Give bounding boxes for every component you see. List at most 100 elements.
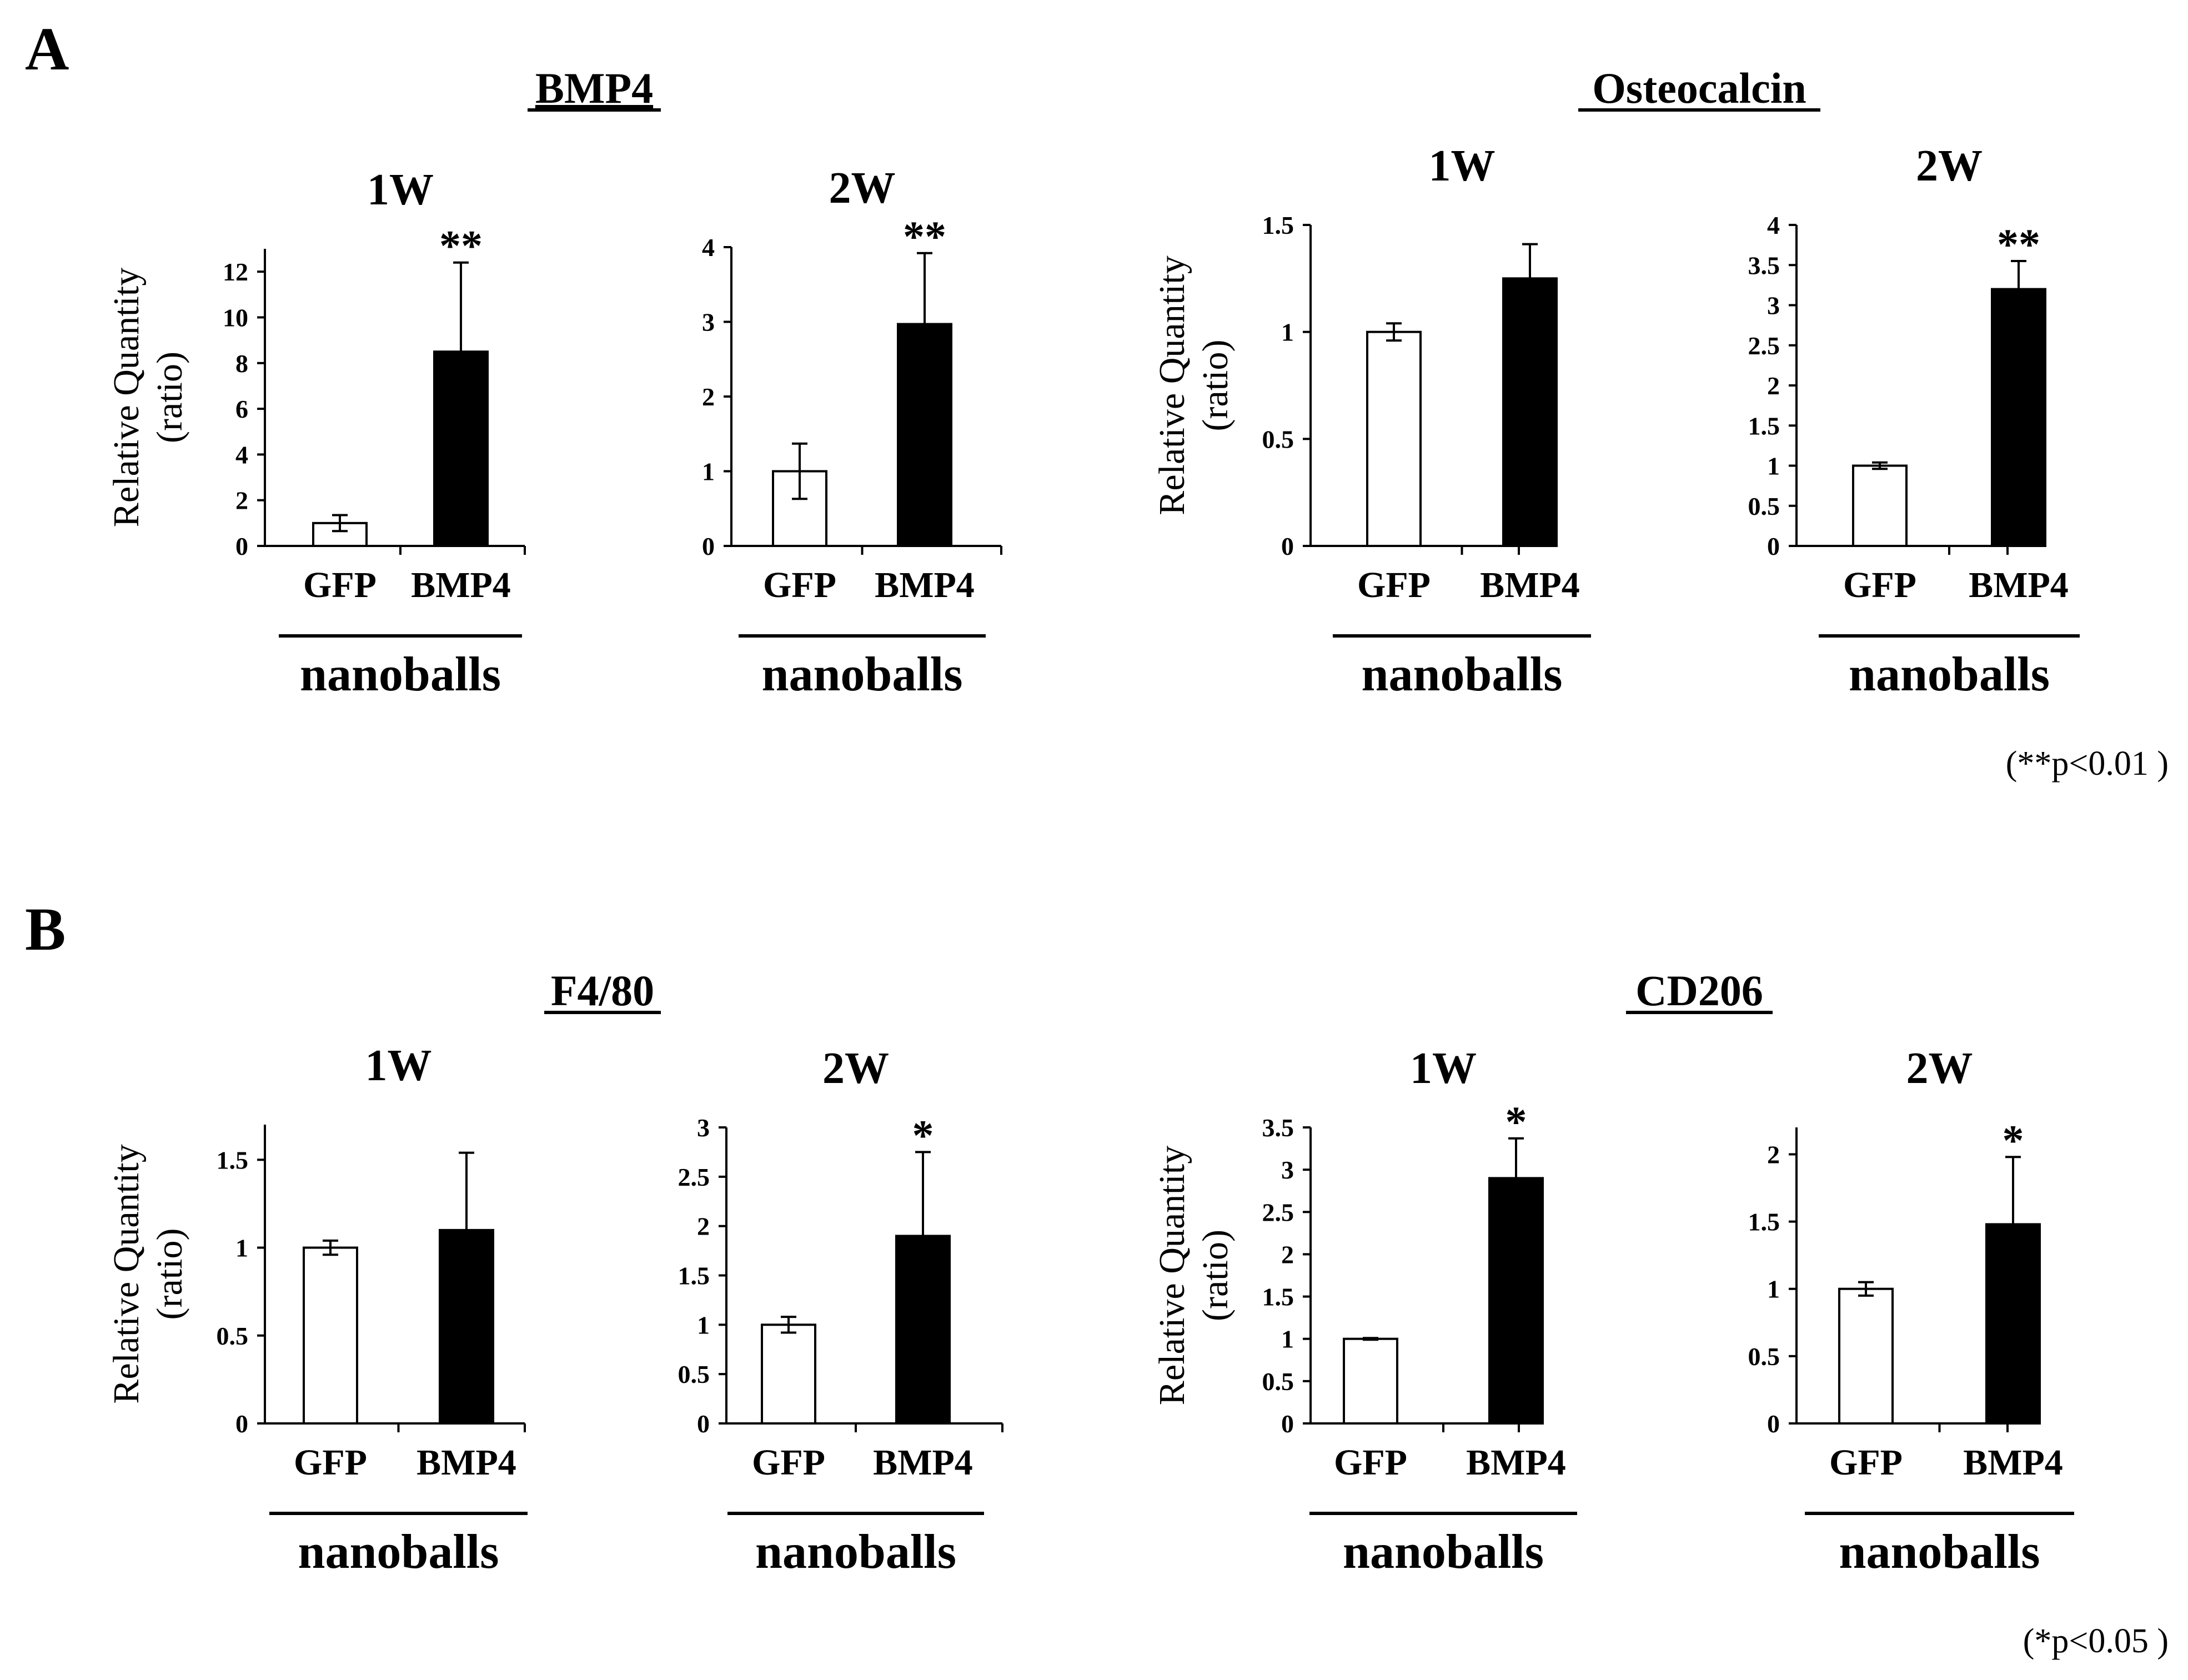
group-label: nanoballs	[1343, 1525, 1544, 1579]
chart-title: 2W	[822, 1044, 889, 1093]
x-tick-label: GFP	[1843, 565, 1916, 605]
y-tick-label: 0.5	[1262, 1367, 1294, 1396]
y-tick-label: 0.5	[1262, 425, 1294, 453]
y-tick-label: 0.5	[217, 1322, 249, 1350]
x-tick-label: BMP4	[1480, 565, 1580, 605]
significance-footnote-b: (*p<0.05 )	[2023, 1622, 2169, 1660]
y-tick-label: 1	[702, 458, 715, 486]
y-tick-label: 0	[235, 532, 248, 560]
bar-bmp4	[1985, 1223, 2041, 1425]
y-tick-label: 1	[1767, 452, 1780, 480]
y-tick-label: 0	[697, 1410, 710, 1438]
y-tick-label: 0	[1767, 532, 1780, 560]
bar-bmp4	[439, 1228, 494, 1425]
significance-marker: **	[1997, 220, 2040, 268]
y-tick-label: 1.5	[1262, 1283, 1294, 1311]
y-tick-label: 3.5	[1748, 251, 1780, 279]
y-tick-label: 3	[1767, 292, 1780, 320]
y-tick-label: 1	[235, 1234, 248, 1262]
gene-title-bmp4: BMP4	[535, 64, 653, 112]
y-axis-label: Relative Quantity	[106, 1144, 147, 1403]
y-tick-label: 4	[1767, 211, 1780, 239]
x-tick-label: GFP	[752, 1442, 825, 1483]
y-tick-label: 1	[1281, 1325, 1294, 1353]
y-tick-label: 0.5	[1748, 492, 1780, 520]
x-tick-label: GFP	[303, 565, 377, 605]
y-tick-label: 2	[702, 383, 715, 411]
x-tick-label: BMP4	[411, 565, 511, 605]
y-tick-label: 2	[235, 487, 248, 515]
y-tick-label: 8	[235, 349, 248, 378]
y-tick-label: 0	[1281, 1410, 1294, 1438]
y-tick-label: 1.5	[217, 1146, 249, 1174]
y-axis-label: (ratio)	[149, 352, 190, 443]
group-label: nanoballs	[1839, 1525, 2040, 1579]
y-tick-label: 1	[1767, 1275, 1780, 1303]
significance-marker: *	[1505, 1097, 1527, 1146]
y-tick-label: 1	[697, 1311, 710, 1339]
chart-title: 2W	[829, 164, 896, 213]
bar-gfp	[1852, 464, 1908, 547]
bar-gfp	[303, 1246, 358, 1425]
significance-marker: **	[903, 212, 946, 260]
x-tick-label: BMP4	[1963, 1442, 2063, 1483]
y-tick-label: 10	[223, 303, 248, 332]
significance-marker: *	[912, 1111, 934, 1159]
bar-bmp4	[1502, 277, 1558, 547]
bar-gfp	[1343, 1337, 1398, 1425]
y-tick-label: 3.5	[1262, 1114, 1294, 1142]
y-axis-label: Relative Quantity	[1152, 1146, 1192, 1405]
group-label: nanoballs	[1849, 648, 2050, 701]
y-tick-label: 12	[223, 258, 248, 286]
significance-marker: **	[439, 222, 483, 270]
y-axis-label: (ratio)	[149, 1228, 190, 1320]
chart-title: 2W	[1916, 142, 1983, 190]
y-tick-label: 3	[702, 308, 715, 337]
chart-title: 1W	[1429, 142, 1496, 190]
y-tick-label: 2.5	[678, 1163, 710, 1191]
y-tick-label: 3	[1281, 1156, 1294, 1184]
group-label: nanoballs	[300, 648, 501, 701]
y-tick-label: 2	[1767, 1140, 1780, 1169]
chart-title: 1W	[1410, 1044, 1477, 1093]
y-tick-label: 2	[697, 1212, 710, 1241]
y-axis-label: (ratio)	[1195, 340, 1236, 432]
bar-bmp4	[897, 323, 952, 547]
y-tick-label: 1	[1281, 318, 1294, 347]
y-tick-label: 2.5	[1748, 332, 1780, 360]
chart-title: 2W	[1906, 1044, 1973, 1093]
y-tick-label: 4	[702, 233, 715, 262]
y-axis-label: (ratio)	[1195, 1230, 1236, 1321]
bar-bmp4	[895, 1235, 951, 1425]
significance-footnote-a: (**p<0.01 )	[2006, 745, 2169, 783]
y-tick-label: 2	[1767, 372, 1780, 400]
x-tick-label: GFP	[1829, 1442, 1903, 1483]
y-tick-label: 4	[235, 440, 248, 469]
y-tick-label: 0	[702, 532, 715, 560]
chart-title: 1W	[367, 166, 434, 214]
gene-title-f480: F4/80	[551, 966, 654, 1015]
y-tick-label: 6	[235, 395, 248, 423]
y-tick-label: 0.5	[1748, 1342, 1780, 1371]
gene-title-cd206: CD206	[1635, 966, 1763, 1015]
x-tick-label: GFP	[294, 1442, 367, 1483]
group-label: nanoballs	[755, 1525, 956, 1579]
x-tick-label: BMP4	[1466, 1442, 1566, 1483]
panel-label-a: A	[25, 15, 69, 83]
bar-gfp	[761, 1323, 816, 1425]
x-tick-label: GFP	[763, 565, 836, 605]
y-axis-label: Relative Quantity	[106, 268, 147, 527]
group-label: nanoballs	[298, 1525, 499, 1579]
y-tick-label: 1.5	[1748, 1208, 1780, 1236]
y-tick-label: 0	[235, 1410, 248, 1438]
y-tick-label: 2	[1281, 1240, 1294, 1268]
y-tick-label: 1.5	[1262, 211, 1294, 239]
x-tick-label: BMP4	[873, 1442, 973, 1483]
panel-label-b: B	[25, 895, 66, 963]
x-tick-label: BMP4	[875, 565, 975, 605]
bar-bmp4	[1991, 288, 2046, 547]
gene-title-osteocalcin: Osteocalcin	[1592, 64, 1806, 112]
group-label: nanoballs	[1362, 648, 1563, 701]
